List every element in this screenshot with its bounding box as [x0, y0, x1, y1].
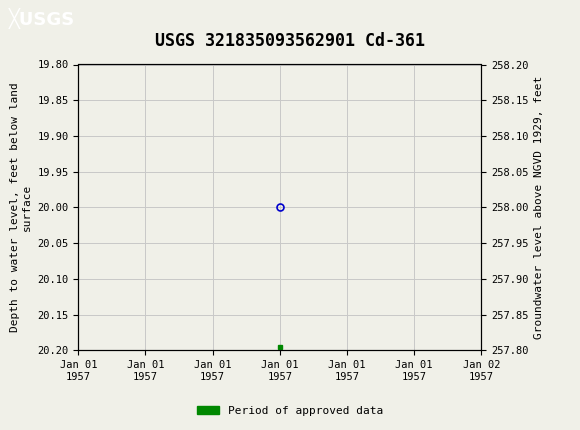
Y-axis label: Groundwater level above NGVD 1929, feet: Groundwater level above NGVD 1929, feet	[534, 76, 544, 339]
Legend: Period of approved data: Period of approved data	[193, 401, 387, 420]
Y-axis label: Depth to water level, feet below land
surface: Depth to water level, feet below land su…	[10, 83, 32, 332]
Text: USGS 321835093562901 Cd-361: USGS 321835093562901 Cd-361	[155, 32, 425, 50]
Text: ╳USGS: ╳USGS	[9, 9, 75, 29]
